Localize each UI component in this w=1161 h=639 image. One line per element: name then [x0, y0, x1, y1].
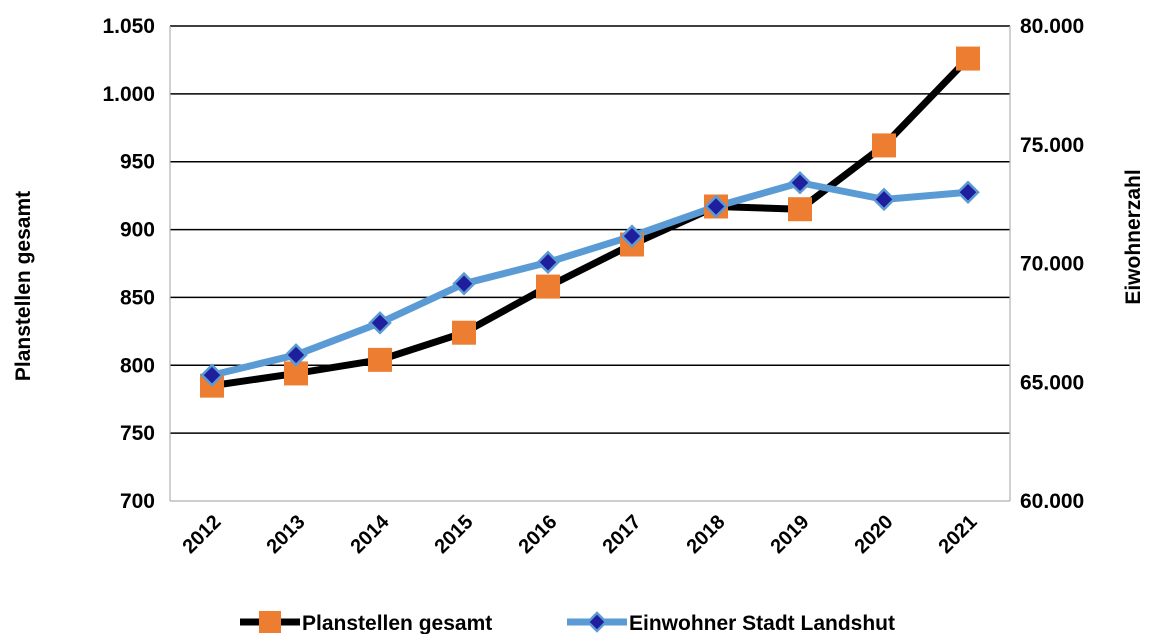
left-y-tick-label: 700 [120, 490, 155, 513]
left-y-axis-title: Planstellen gesamt [12, 191, 35, 381]
series-line-einwohner [211, 179, 969, 379]
data-point-einwohner [788, 170, 812, 195]
data-point-einwohner [284, 343, 308, 367]
legend: Planstellen gesamt Einwohner Stadt Landsh… [240, 611, 895, 635]
axes [169, 26, 1011, 502]
data-point-einwohner [620, 224, 644, 248]
x-tick-labels: 2012 2013 2014 2015 2016 2017 2018 2019 2020 2021 [179, 510, 982, 558]
data-point-einwohner [872, 187, 896, 212]
right-y-tick-label: 65.000 [1020, 371, 1084, 394]
data-point-einwohner [956, 180, 980, 205]
x-tick-label: 2017 [599, 511, 646, 558]
left-y-tick-label: 750 [120, 422, 155, 445]
left-y-tick-label: 800 [120, 354, 155, 377]
left-y-tick-label: 900 [120, 219, 155, 242]
right-y-tick-label: 80.000 [1020, 15, 1084, 38]
data-point-einwohner [200, 363, 224, 387]
right-y-tick-labels: 60.000 65.000 70.000 75.000 80.000 [1020, 15, 1084, 513]
data-point-planstellen [452, 320, 476, 345]
right-y-tick-label: 75.000 [1020, 134, 1084, 157]
data-point-einwohner [368, 311, 392, 335]
legend-label-einwohner: Einwohner Stadt Landshut [629, 612, 895, 634]
left-y-tick-label: 950 [120, 151, 155, 174]
data-point-planstellen [788, 197, 812, 222]
data-point-einwohner [536, 250, 560, 275]
x-tick-label: 2021 [935, 511, 982, 558]
data-point-planstellen [872, 133, 896, 158]
legend-marker-planstellen [259, 611, 281, 633]
legend-marker-einwohner [586, 611, 608, 633]
data-point-planstellen [536, 274, 560, 299]
x-tick-label: 2020 [851, 511, 898, 558]
x-tick-label: 2014 [347, 510, 395, 558]
data-point-planstellen [368, 347, 392, 372]
data-series [200, 46, 980, 398]
right-y-axis-title: Eiwohnerzahl [1122, 169, 1145, 304]
data-point-einwohner [704, 194, 728, 219]
left-y-tick-label: 1.000 [102, 83, 155, 106]
left-y-tick-labels: 700 750 800 850 900 950 1.000 1.050 [102, 15, 155, 513]
data-point-einwohner [452, 271, 476, 296]
legend-label-planstellen: Planstellen gesamt [302, 612, 492, 634]
right-y-tick-label: 70.000 [1020, 253, 1084, 276]
x-tick-label: 2015 [431, 511, 478, 558]
series-line-planstellen [211, 56, 971, 390]
right-y-tick-label: 60.000 [1020, 490, 1084, 513]
x-tick-label: 2016 [515, 511, 562, 558]
left-y-tick-label: 1.050 [102, 15, 155, 38]
x-tick-label: 2018 [683, 511, 730, 558]
left-y-tick-label: 850 [120, 286, 155, 309]
data-point-planstellen [956, 46, 980, 71]
x-tick-label: 2019 [767, 511, 814, 558]
x-tick-label: 2013 [263, 511, 310, 558]
gridlines [170, 25, 1010, 434]
x-tick-label: 2012 [179, 511, 226, 558]
